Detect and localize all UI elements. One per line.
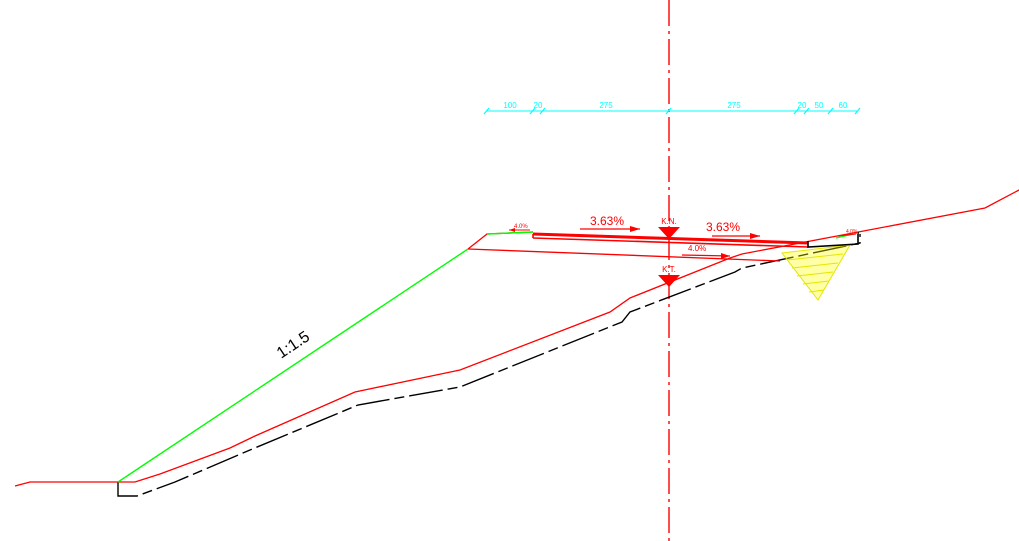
dimension-label: 20 — [798, 101, 807, 110]
dimension-label: 100 — [503, 101, 517, 110]
slope-label-lower-layer: 4.0% — [688, 244, 706, 253]
marker-label-top: K.N. — [661, 217, 677, 226]
dimension-ticks — [483, 107, 861, 115]
dimension-label: 275 — [599, 101, 613, 110]
dimension-tick — [665, 107, 672, 115]
dimension-label: 275 — [727, 101, 741, 110]
slope-label-left-shoulder: 4.0% — [514, 224, 528, 230]
slope-annotations: 3.63% 3.63% 4.0% 4.0% 4.0% — [509, 214, 858, 259]
ditch-hatch-line — [808, 289, 825, 293]
dimension-tick — [483, 107, 490, 115]
ditch-hatch-line — [791, 262, 839, 269]
arrow-head-icon — [509, 228, 515, 232]
dimension-tick — [854, 107, 861, 115]
marker-triangle-icon — [658, 275, 680, 287]
subbase-line — [467, 248, 781, 262]
pavement-bottom — [532, 237, 809, 248]
marker-label-bottom: K.T. — [662, 265, 676, 274]
existing-ground-line — [117, 234, 861, 497]
slope-label-right-shoulder: 4.0% — [846, 229, 858, 235]
ditch-hatch-line — [786, 253, 844, 261]
dimension-label: 20 — [534, 101, 543, 110]
dimension-tick — [803, 107, 810, 115]
elevation-markers: K.N. K.T. — [658, 217, 680, 287]
arrow-head-icon — [750, 233, 760, 239]
dimension-tick — [539, 107, 546, 115]
design-ground-line — [14, 189, 1019, 487]
dimension-tick — [529, 107, 536, 115]
dimension-tick — [827, 107, 834, 115]
dimension-tick — [793, 107, 800, 115]
ditch-hatch-line — [796, 271, 834, 277]
dimension-label: 50 — [815, 101, 824, 110]
left-shoulder-green — [486, 231, 534, 235]
pavement-top — [532, 232, 809, 245]
embankment-slope — [117, 248, 469, 483]
slope-arrow-right-shoulder — [837, 233, 857, 237]
ditch-hatch — [786, 253, 844, 293]
dimension-label: 60 — [839, 101, 848, 110]
ditch-hatch-line — [802, 280, 830, 285]
slope-label-right-road: 3.63% — [706, 220, 740, 234]
dimension-chain: 100 20 275 275 20 50 60 — [483, 101, 861, 115]
arrow-head-icon — [721, 253, 730, 259]
pavement-layers — [532, 232, 809, 248]
marker-triangle-icon — [658, 227, 680, 239]
slope-label-left-road: 3.63% — [590, 214, 624, 228]
ditch-outline — [807, 232, 859, 248]
arrow-head-icon — [630, 226, 640, 232]
